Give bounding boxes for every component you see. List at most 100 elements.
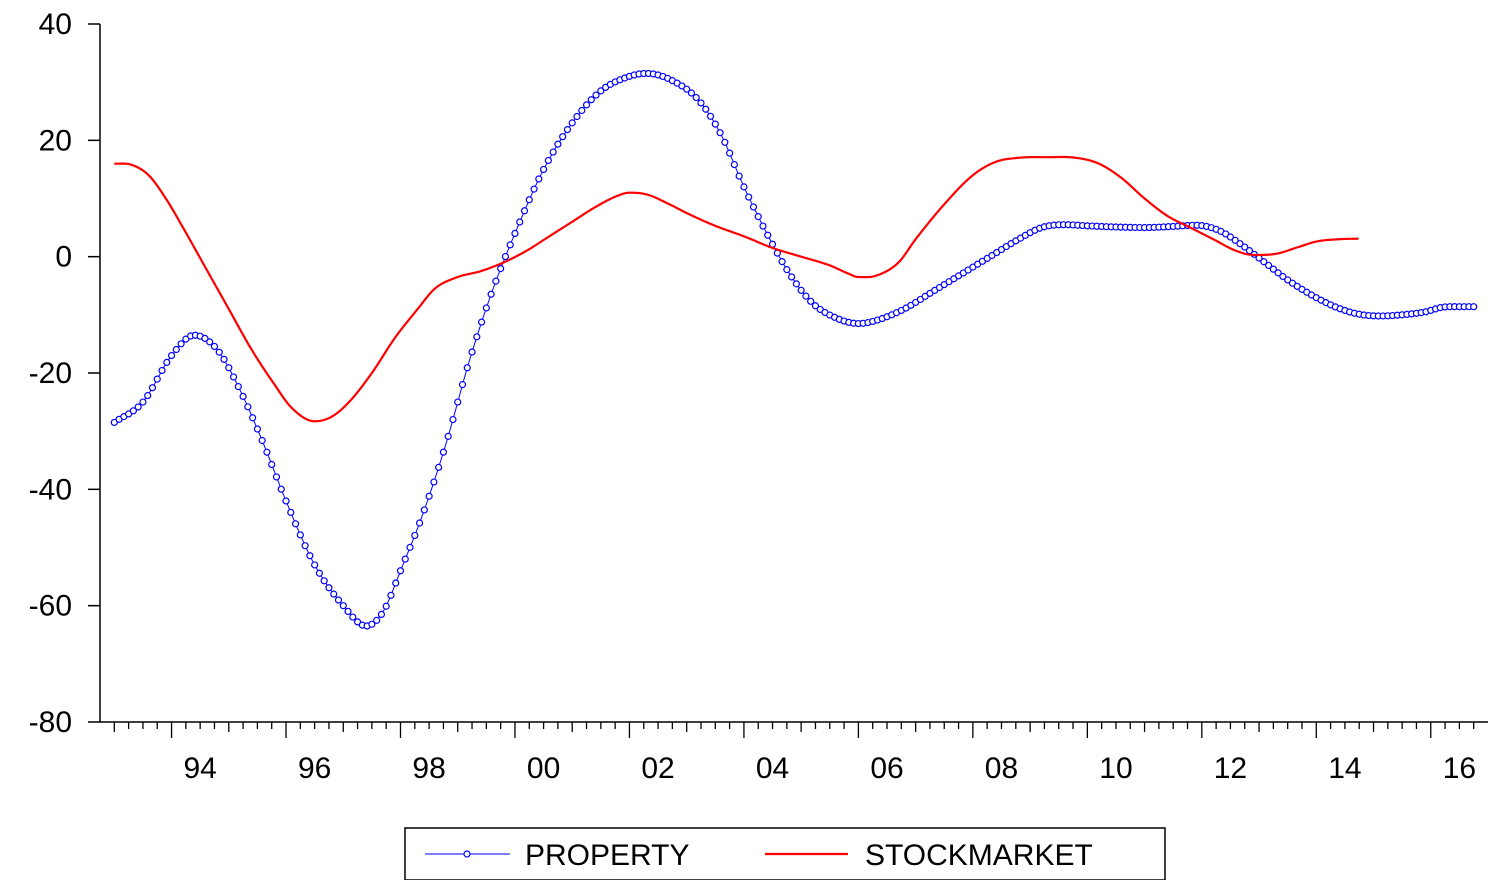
data-point — [678, 82, 686, 90]
x-tick-label: 10 — [1099, 752, 1132, 785]
data-point — [811, 302, 820, 310]
data-point — [396, 567, 405, 575]
data-point — [745, 193, 753, 201]
data-point — [287, 508, 295, 517]
data-point — [249, 414, 257, 422]
series-layer — [110, 69, 1478, 630]
data-point — [706, 112, 715, 120]
data-point — [392, 579, 400, 587]
data-point — [1288, 279, 1297, 287]
data-point — [225, 364, 233, 372]
data-point — [425, 492, 433, 500]
data-point — [210, 342, 219, 351]
data-point — [139, 398, 147, 406]
data-point — [439, 448, 448, 456]
data-point — [683, 85, 691, 93]
data-point — [516, 218, 524, 226]
legend-label-stockmarket: STOCKMARKET — [865, 839, 1093, 872]
y-tick-label: -80 — [29, 706, 72, 739]
data-point — [144, 392, 152, 400]
y-tick-label: -20 — [29, 357, 72, 390]
data-point — [597, 87, 605, 95]
data-point — [807, 297, 815, 305]
data-point — [463, 364, 471, 372]
y-tick-label: 0 — [55, 241, 72, 274]
data-point — [454, 398, 462, 406]
data-point — [573, 112, 581, 121]
data-point — [754, 213, 762, 221]
data-point — [277, 485, 285, 493]
data-point — [726, 149, 734, 157]
data-point — [172, 345, 180, 354]
series-line-stockmarket — [114, 155, 1359, 423]
data-point — [272, 473, 281, 481]
data-point — [749, 203, 758, 211]
data-point — [1264, 261, 1273, 270]
x-tick-label: 12 — [1214, 752, 1247, 785]
data-point — [339, 602, 347, 610]
data-point — [387, 591, 395, 599]
x-tick-label: 96 — [298, 752, 331, 785]
data-point — [449, 415, 457, 424]
data-point — [568, 119, 576, 127]
data-point — [344, 607, 352, 616]
data-point — [334, 596, 343, 604]
series-line-property — [114, 72, 1474, 627]
data-point — [501, 252, 510, 261]
x-tick-label: 00 — [527, 752, 560, 785]
data-point — [1279, 272, 1287, 281]
data-point — [735, 172, 743, 180]
data-point — [420, 506, 428, 514]
data-point — [1231, 236, 1239, 244]
x-tick-label: 94 — [183, 752, 216, 785]
data-point — [134, 403, 142, 411]
data-point — [430, 478, 438, 486]
data-point — [244, 403, 252, 411]
data-point — [129, 407, 137, 415]
data-point — [1260, 258, 1268, 266]
data-point — [1284, 276, 1292, 284]
x-tick-label: 02 — [641, 752, 674, 785]
data-point — [167, 351, 176, 360]
x-tick-label: 06 — [870, 752, 903, 785]
data-point — [764, 231, 772, 239]
data-point — [759, 222, 767, 230]
data-point — [730, 160, 738, 169]
data-point — [468, 348, 476, 356]
data-point — [330, 590, 338, 598]
legend-marker-property — [463, 850, 471, 858]
data-point — [320, 577, 328, 585]
data-point — [444, 432, 452, 440]
data-point — [411, 531, 419, 540]
data-point — [253, 425, 261, 433]
data-point — [1241, 243, 1249, 251]
data-point — [539, 165, 548, 174]
y-tick-label: 40 — [39, 8, 72, 41]
data-point — [535, 175, 543, 183]
data-point — [311, 561, 319, 569]
data-point — [1274, 269, 1282, 277]
data-point — [1269, 265, 1277, 273]
x-tick-label: 08 — [985, 752, 1018, 785]
data-point — [544, 156, 552, 165]
legend-label-property: PROPERTY — [525, 839, 690, 872]
data-point — [234, 382, 242, 391]
y-tick-label: 20 — [39, 124, 72, 157]
data-point — [215, 348, 223, 356]
legend: PROPERTY STOCKMARKET — [404, 827, 1166, 881]
data-point — [153, 375, 161, 383]
data-point — [587, 96, 595, 104]
data-point — [740, 183, 748, 191]
data-point — [306, 552, 314, 560]
data-point — [1236, 240, 1244, 248]
data-point — [158, 366, 166, 375]
data-point — [511, 229, 519, 237]
data-point — [325, 584, 333, 592]
data-point — [477, 318, 486, 326]
axes-layer: 40 20 0 -20 -40 -60 -80 94 96 98 00 02 04 06 08 10 12 14 1… — [29, 8, 1488, 785]
data-point — [229, 373, 238, 381]
data-point — [373, 616, 381, 624]
data-point — [435, 463, 443, 471]
data-point — [349, 613, 357, 621]
